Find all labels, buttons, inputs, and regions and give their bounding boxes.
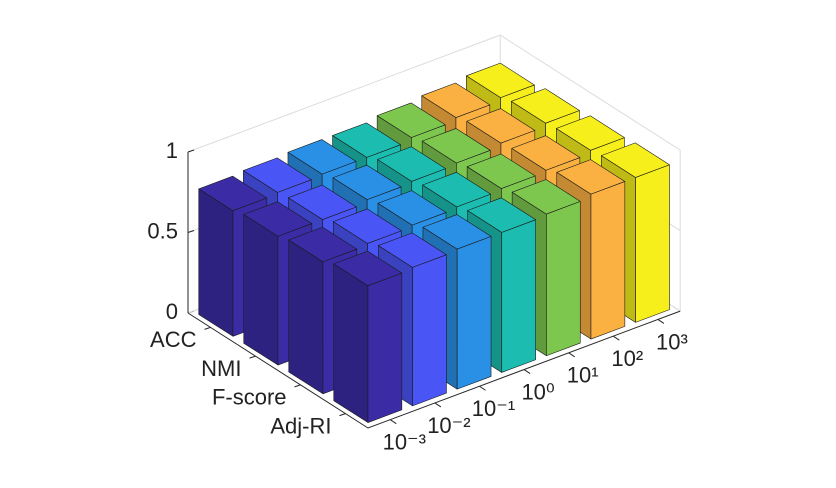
- y-tick: [204, 326, 211, 330]
- bar-front: [546, 201, 581, 357]
- x-tick: [657, 319, 665, 324]
- bar-front: [367, 272, 403, 423]
- bar-top: [243, 201, 313, 237]
- x-tick: [523, 369, 531, 374]
- bar-top: [198, 175, 268, 212]
- x-tick: [613, 335, 620, 341]
- bar-top: [288, 226, 358, 263]
- x-tick: [568, 352, 575, 358]
- x-tick-label: 10⁰: [521, 379, 554, 404]
- x-tick-label: 10⁻³: [383, 429, 426, 454]
- bar-front: [590, 181, 626, 340]
- bar-side: [288, 239, 324, 395]
- bar-top: [288, 184, 357, 220]
- axis-line: [187, 310, 681, 429]
- bar-front: [501, 219, 536, 373]
- x-tick: [479, 385, 486, 391]
- bar-top: [333, 250, 403, 286]
- z-tick: [187, 149, 195, 153]
- bar-top: [332, 122, 401, 158]
- bar-top: [377, 146, 446, 182]
- y-tick-label: Adj-RI: [270, 413, 331, 438]
- x-tick: [390, 419, 397, 425]
- bar-top: [601, 142, 670, 178]
- bar-side: [198, 188, 234, 337]
- bar-top: [422, 172, 491, 208]
- bar-top: [466, 62, 535, 98]
- bar-top: [287, 139, 357, 175]
- bar-top: [376, 102, 446, 138]
- bar-side: [243, 214, 279, 366]
- z-tick-label: 0.5: [147, 218, 178, 243]
- x-tick: [434, 402, 442, 408]
- bar-top: [466, 108, 536, 144]
- bar-top: [511, 179, 581, 215]
- y-tick-label: NMI: [201, 356, 241, 381]
- y-tick: [249, 355, 256, 359]
- y-tick: [339, 413, 346, 417]
- bar-top: [377, 190, 447, 226]
- x-tick-label: 10⁻¹: [472, 396, 515, 421]
- bar-top: [422, 214, 492, 250]
- bar-top: [333, 208, 402, 244]
- bar-front: [456, 236, 492, 390]
- x-tick-label: 10³: [656, 329, 688, 354]
- bar-top: [243, 157, 312, 193]
- y-tick: [294, 384, 301, 388]
- y-tick-label: F-score: [212, 385, 287, 410]
- bar-top: [466, 153, 536, 189]
- bar-front: [635, 164, 670, 323]
- z-tick-label: 0: [166, 299, 178, 324]
- x-tick-label: 10¹: [567, 363, 599, 388]
- bar-front: [412, 254, 447, 407]
- x-tick-label: 10⁻²: [427, 413, 470, 438]
- bar-side: [333, 263, 369, 423]
- z-tick: [187, 230, 195, 233]
- x-tick-label: 10²: [611, 346, 643, 371]
- bar-top: [421, 128, 491, 164]
- bar-top: [511, 88, 580, 124]
- z-tick-label: 1: [166, 138, 178, 163]
- bar-top: [467, 197, 536, 233]
- bar-top: [378, 232, 447, 268]
- bar-top: [511, 135, 581, 171]
- y-tick-label: ACC: [150, 327, 197, 352]
- bar: [333, 250, 403, 423]
- bar-top: [556, 115, 625, 151]
- bar-top: [332, 164, 402, 200]
- bar-top: [556, 159, 626, 195]
- bar-top: [421, 82, 491, 118]
